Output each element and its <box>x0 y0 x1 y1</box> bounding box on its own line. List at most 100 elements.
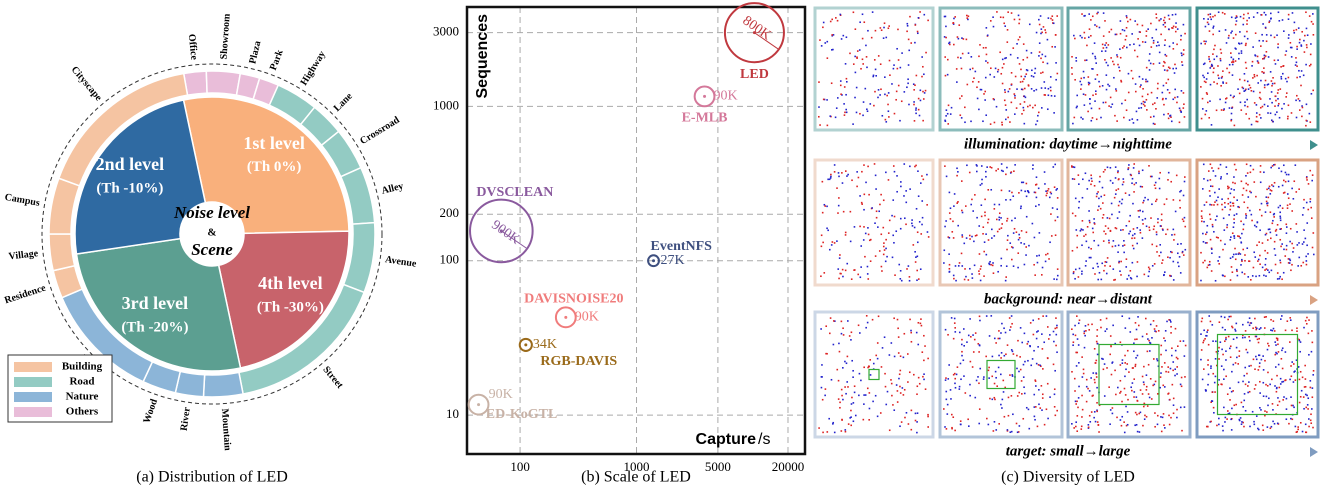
event-dot <box>1210 239 1212 241</box>
event-dot <box>843 211 845 213</box>
event-dot <box>840 14 842 16</box>
event-dot <box>1274 341 1276 343</box>
event-dot <box>1160 34 1162 36</box>
event-dot <box>1213 49 1215 51</box>
event-dot <box>1176 102 1178 104</box>
event-dot <box>1251 214 1253 216</box>
event-dot <box>1122 184 1124 186</box>
event-dot <box>947 334 949 336</box>
event-dot <box>951 317 953 319</box>
event-dot <box>891 215 893 217</box>
event-dot <box>1137 119 1139 121</box>
event-dot <box>1110 57 1112 59</box>
event-dot <box>895 99 897 101</box>
event-dot <box>1123 181 1125 183</box>
event-dot <box>1160 372 1162 374</box>
event-dot <box>1243 201 1245 203</box>
event-dot <box>863 419 865 421</box>
event-dot <box>957 57 959 59</box>
event-dot <box>1053 112 1055 114</box>
event-dot <box>1090 377 1092 379</box>
event-dot <box>1242 337 1244 339</box>
event-dot <box>1236 337 1238 339</box>
event-dot <box>1110 335 1112 337</box>
event-dot <box>956 167 958 169</box>
event-dot <box>1076 365 1078 367</box>
event-dot <box>1181 55 1183 57</box>
event-dot <box>1011 102 1013 104</box>
event-dot <box>915 24 917 26</box>
event-dot <box>844 86 846 88</box>
event-dot <box>927 426 929 428</box>
event-dot <box>1235 48 1237 50</box>
event-dot <box>1165 330 1167 332</box>
event-dot <box>877 226 879 228</box>
event-dot <box>1172 370 1174 372</box>
event-dot <box>1172 384 1174 386</box>
event-dot <box>1014 97 1016 99</box>
event-dot <box>1235 24 1237 26</box>
event-dot <box>896 175 898 177</box>
event-dot <box>984 241 986 243</box>
event-dot <box>1267 105 1269 107</box>
event-dot <box>1261 215 1263 217</box>
event-dot <box>1164 22 1166 24</box>
event-dot <box>984 211 986 213</box>
event-dot <box>1225 359 1227 361</box>
event-dot <box>907 381 909 383</box>
event-dot <box>978 55 980 57</box>
event-dot <box>1232 74 1234 76</box>
event-dot <box>919 221 921 223</box>
event-dot <box>998 355 1000 357</box>
event-dot <box>1168 66 1170 68</box>
event-dot <box>1145 318 1147 320</box>
event-dot <box>1150 63 1152 65</box>
event-dot <box>1256 226 1258 228</box>
event-dot <box>1076 352 1078 354</box>
x-axis-unit: /s <box>758 431 770 448</box>
event-dot <box>1281 171 1283 173</box>
event-dot <box>1183 254 1185 256</box>
event-dot <box>1079 319 1081 321</box>
event-dot <box>1153 358 1155 360</box>
event-dot <box>1274 423 1276 425</box>
event-dot <box>1311 21 1313 23</box>
event-dot <box>1096 341 1098 343</box>
event-dot <box>1246 163 1248 165</box>
event-dot <box>1225 337 1227 339</box>
event-dot <box>1309 113 1311 115</box>
event-dot <box>947 404 949 406</box>
event-dot <box>1148 275 1150 277</box>
event-dot <box>1131 237 1133 239</box>
event-dot <box>1081 426 1083 428</box>
event-dot <box>953 22 955 24</box>
event-dot <box>1037 426 1039 428</box>
event-dot <box>1222 425 1224 427</box>
event-dot <box>1121 416 1123 418</box>
event-dot <box>988 239 990 241</box>
event-dot <box>1241 402 1243 404</box>
event-dot <box>1024 76 1026 78</box>
event-dot <box>1278 186 1280 188</box>
event-dot <box>1183 49 1185 51</box>
event-dot <box>1147 199 1149 201</box>
event-dot <box>867 30 869 32</box>
event-dot <box>1302 431 1304 433</box>
event-dot <box>1146 416 1148 418</box>
event-dot <box>1303 207 1305 209</box>
event-dot <box>972 81 974 83</box>
event-dot <box>1252 77 1254 79</box>
event-dot <box>1078 174 1080 176</box>
event-dot <box>1125 39 1127 41</box>
event-dot <box>1104 363 1106 365</box>
event-dot <box>881 270 883 272</box>
event-dot <box>1166 321 1168 323</box>
arrow-head <box>1310 295 1318 305</box>
event-dot <box>1292 418 1294 420</box>
event-dot <box>1169 399 1171 401</box>
event-dot <box>1264 316 1266 318</box>
event-dot <box>1246 20 1248 22</box>
event-dot <box>1202 75 1204 77</box>
event-dot <box>954 430 956 432</box>
event-dot <box>1219 99 1221 101</box>
